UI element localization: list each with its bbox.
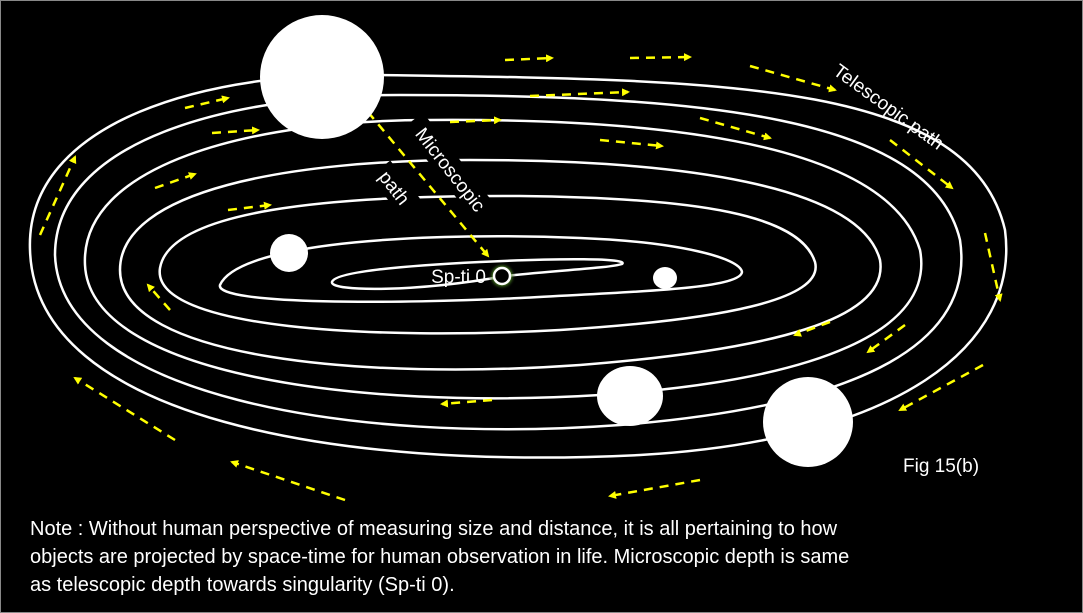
center-label: Sp-ti 0 — [431, 267, 486, 288]
note-line: as telescopic depth towards singularity … — [30, 574, 455, 596]
note-line: Note : Without human perspective of meas… — [30, 518, 838, 540]
fig-label: Fig 15(b) — [903, 456, 979, 477]
arrows — [38, 53, 1003, 502]
note-line: objects are projected by space-time for … — [30, 546, 849, 568]
contours — [28, 73, 1008, 459]
bodies — [260, 15, 853, 467]
